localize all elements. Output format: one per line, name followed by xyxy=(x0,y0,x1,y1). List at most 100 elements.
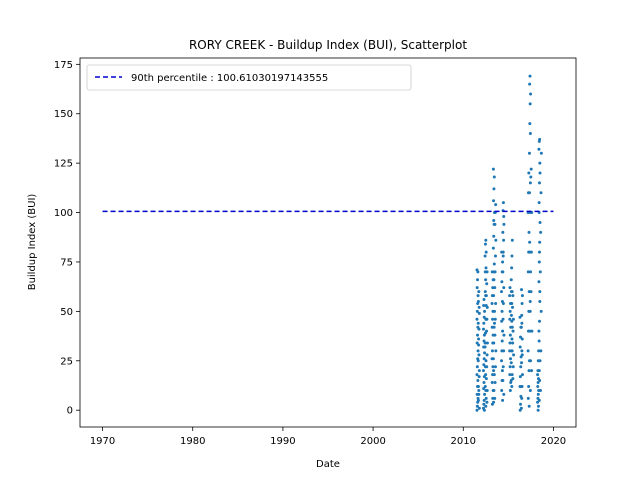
scatter-point xyxy=(537,147,541,151)
scatter-point xyxy=(494,203,498,207)
scatter-point xyxy=(481,406,485,410)
scatter-point xyxy=(485,282,489,286)
scatter-point xyxy=(510,349,514,353)
scatter-point xyxy=(537,250,541,254)
scatter-point xyxy=(537,349,541,353)
scatter-point xyxy=(492,187,496,191)
scatter-point xyxy=(508,286,512,290)
scatter-point xyxy=(475,317,479,321)
scatter-point xyxy=(482,357,486,361)
scatter-point xyxy=(476,333,480,337)
y-tick-label: 175 xyxy=(54,60,73,71)
scatter-point xyxy=(485,388,489,392)
scatter-point xyxy=(482,315,486,319)
scatter-point xyxy=(537,181,541,185)
scatter-point xyxy=(477,406,481,410)
scatter-point xyxy=(491,246,495,250)
scatter-point xyxy=(476,300,480,303)
y-tick-label: 0 xyxy=(67,406,73,417)
scatter-point xyxy=(501,201,505,205)
scatter-point xyxy=(520,373,524,377)
scatter-point xyxy=(537,339,541,343)
scatter-point xyxy=(538,240,542,244)
scatter-point xyxy=(477,388,481,392)
scatter-point xyxy=(509,290,513,294)
scatter-point xyxy=(494,301,498,305)
scatter-point xyxy=(484,266,488,270)
scatter-point xyxy=(500,388,504,392)
scatter-point xyxy=(483,345,487,349)
scatter-point xyxy=(538,220,542,224)
scatter-point xyxy=(528,82,532,86)
scatter-point xyxy=(519,335,523,339)
scatter-point xyxy=(494,349,498,353)
scatter-point xyxy=(508,373,512,377)
chart-title: RORY CREEK - Buildup Index (BUI), Scatte… xyxy=(189,38,467,52)
scatter-point xyxy=(529,175,533,179)
scatter-point xyxy=(509,278,513,282)
scatter-point xyxy=(526,349,530,353)
scatter-point xyxy=(476,278,480,282)
scatter-point xyxy=(477,369,481,373)
scatter-point xyxy=(481,369,485,373)
scatter-point xyxy=(537,398,541,402)
scatter-point xyxy=(500,280,504,284)
scatter-point xyxy=(528,181,532,185)
scatter-point xyxy=(528,132,532,135)
scatter-point xyxy=(484,238,488,242)
scatter-point xyxy=(536,400,540,404)
y-tick-label: 125 xyxy=(54,159,73,170)
scatter-point xyxy=(492,199,496,203)
scatter-point xyxy=(520,353,524,357)
scatter-point xyxy=(510,266,514,270)
scatter-point xyxy=(492,262,496,266)
scatter-point xyxy=(537,201,541,205)
scatter-point xyxy=(484,377,488,381)
scatter-point xyxy=(500,369,504,373)
scatter-point xyxy=(511,365,515,369)
scatter-point xyxy=(476,349,480,353)
scatter-point xyxy=(528,309,532,313)
scatter-point xyxy=(529,290,533,294)
scatter-point xyxy=(483,290,487,294)
scatter-point xyxy=(477,375,481,379)
scatter-point xyxy=(527,404,531,408)
scatter-point xyxy=(508,365,512,369)
legend: 90th percentile : 100.61030197143555 xyxy=(86,64,412,91)
scatter-point xyxy=(485,400,489,404)
scatter-point xyxy=(511,341,515,345)
scatter-point xyxy=(509,357,513,361)
y-axis-label: Buildup Index (BUI) xyxy=(27,194,38,291)
scatter-point xyxy=(484,359,488,363)
scatter-point xyxy=(485,341,489,345)
scatter-point xyxy=(483,254,487,258)
scatter-point xyxy=(483,384,487,388)
scatter-point xyxy=(518,375,522,379)
scatter-point xyxy=(538,161,542,165)
scatter-point xyxy=(530,329,534,333)
scatter-point xyxy=(508,341,512,345)
scatter-point xyxy=(477,353,481,357)
scatter-point xyxy=(484,373,488,377)
scatter-point xyxy=(520,321,524,325)
x-tick-label: 1980 xyxy=(180,436,205,447)
axes-frame xyxy=(79,57,577,428)
scatter-point xyxy=(482,402,486,406)
scatter-point xyxy=(520,313,524,317)
scatter-point xyxy=(492,278,496,282)
scatter-point xyxy=(483,242,487,246)
scatter-point xyxy=(509,361,513,365)
scatter-point xyxy=(492,175,496,179)
scatter-point xyxy=(484,250,488,254)
scatter-point xyxy=(490,349,494,353)
scatter-point xyxy=(526,270,530,274)
scatter-point xyxy=(519,325,523,329)
scatter-point xyxy=(501,254,505,258)
scatter-point xyxy=(476,398,480,402)
scatter-point xyxy=(481,327,485,331)
scatter-point xyxy=(510,319,514,323)
scatter-point xyxy=(520,349,524,353)
scatter-point xyxy=(536,384,540,388)
y-tick-label: 100 xyxy=(54,208,73,219)
